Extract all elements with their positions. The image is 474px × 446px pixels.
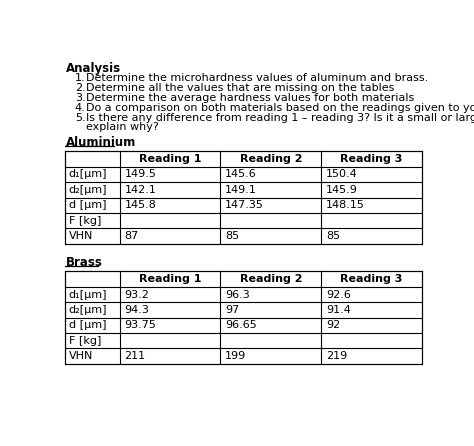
Text: 145.8: 145.8 [124, 200, 156, 210]
Text: Reading 3: Reading 3 [340, 154, 403, 164]
Text: 5.: 5. [75, 113, 85, 123]
Text: 96.3: 96.3 [225, 289, 250, 300]
Text: 147.35: 147.35 [225, 200, 264, 210]
Text: 150.4: 150.4 [326, 169, 357, 179]
Text: Aluminium: Aluminium [65, 136, 136, 149]
Text: F [kg]: F [kg] [69, 215, 101, 226]
Text: VHN: VHN [69, 351, 93, 361]
Text: 3.: 3. [75, 93, 85, 103]
Text: F [kg]: F [kg] [69, 336, 101, 346]
Text: Brass: Brass [65, 256, 102, 269]
Text: d₂[μm]: d₂[μm] [69, 305, 107, 315]
Text: Reading 2: Reading 2 [239, 154, 302, 164]
Text: 199: 199 [225, 351, 246, 361]
Text: 93.2: 93.2 [124, 289, 149, 300]
Text: 2.: 2. [75, 83, 85, 93]
Text: d [μm]: d [μm] [69, 320, 106, 330]
Text: 85: 85 [225, 231, 239, 241]
Text: 92: 92 [326, 320, 340, 330]
Text: 92.6: 92.6 [326, 289, 351, 300]
Text: 145.6: 145.6 [225, 169, 257, 179]
Text: 211: 211 [124, 351, 146, 361]
Text: 4.: 4. [75, 103, 85, 113]
Text: Reading 3: Reading 3 [340, 274, 403, 284]
Text: 87: 87 [124, 231, 138, 241]
Text: Reading 2: Reading 2 [239, 274, 302, 284]
Text: Determine all the values that are missing on the tables: Determine all the values that are missin… [86, 83, 394, 93]
Text: d₁[μm]: d₁[μm] [69, 169, 107, 179]
Text: Do a comparison on both materials based on the readings given to you.: Do a comparison on both materials based … [86, 103, 474, 113]
Text: 148.15: 148.15 [326, 200, 365, 210]
Text: Determine the microhardness values of aluminum and brass.: Determine the microhardness values of al… [86, 73, 428, 83]
Text: Is there any difference from reading 1 – reading 3? Is it a small or large diffe: Is there any difference from reading 1 –… [86, 113, 474, 123]
Text: 94.3: 94.3 [124, 305, 149, 315]
Text: 91.4: 91.4 [326, 305, 351, 315]
Text: 219: 219 [326, 351, 347, 361]
Bar [65, 272, 422, 364]
Text: 96.65: 96.65 [225, 320, 257, 330]
Text: d₁[μm]: d₁[μm] [69, 289, 107, 300]
Text: VHN: VHN [69, 231, 93, 241]
Text: 97: 97 [225, 305, 239, 315]
Text: 1.: 1. [75, 73, 85, 83]
Text: 93.75: 93.75 [124, 320, 156, 330]
Text: d₂[μm]: d₂[μm] [69, 185, 107, 195]
Text: d [μm]: d [μm] [69, 200, 106, 210]
Bar [65, 151, 422, 244]
Text: Analysis: Analysis [65, 62, 120, 75]
Text: 149.5: 149.5 [124, 169, 156, 179]
Text: 145.9: 145.9 [326, 185, 358, 195]
Text: Reading 1: Reading 1 [139, 154, 201, 164]
Text: explain why?: explain why? [86, 122, 158, 132]
Text: Reading 1: Reading 1 [139, 274, 201, 284]
Text: Determine the average hardness values for both materials: Determine the average hardness values fo… [86, 93, 414, 103]
Text: 142.1: 142.1 [124, 185, 156, 195]
Text: 85: 85 [326, 231, 340, 241]
Text: 149.1: 149.1 [225, 185, 257, 195]
